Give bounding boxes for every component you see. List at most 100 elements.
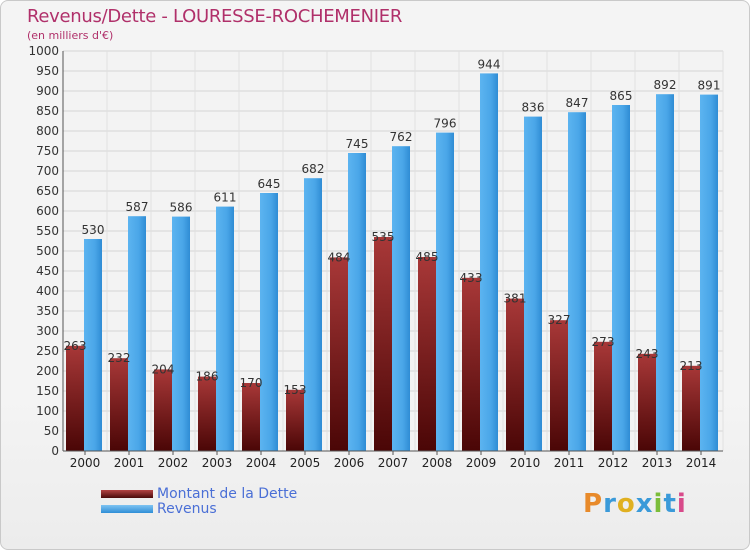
- logo-letter: o: [616, 489, 636, 519]
- bar-revenue: [304, 178, 322, 451]
- bar-revenue: [700, 94, 718, 451]
- bar-debt: [418, 257, 436, 451]
- y-tick-label: 200: [36, 364, 59, 378]
- y-tick-label: 750: [36, 144, 59, 158]
- data-label-revenue: 836: [522, 101, 545, 115]
- y-tick-label: 950: [36, 64, 59, 78]
- data-label-revenue: 530: [82, 223, 105, 237]
- x-tick-label: 2000: [70, 456, 101, 470]
- data-label-debt: 153: [284, 383, 307, 397]
- y-tick-label: 50: [44, 424, 59, 438]
- data-label-revenue: 682: [302, 162, 325, 176]
- bar-debt: [462, 277, 480, 451]
- data-label-debt: 327: [548, 313, 571, 327]
- logo-letter: P: [583, 489, 604, 519]
- bar-debt: [550, 320, 568, 451]
- bar-revenue: [392, 146, 410, 451]
- bar-revenue: [656, 94, 674, 451]
- bar-debt: [198, 376, 216, 451]
- logo-letter: t: [663, 489, 677, 519]
- bar-revenue: [84, 239, 102, 451]
- x-tick-label: 2008: [422, 456, 453, 470]
- y-tick-label: 650: [36, 184, 59, 198]
- data-label-revenue: 586: [170, 201, 193, 215]
- data-label-debt: 535: [372, 230, 395, 244]
- data-label-debt: 381: [504, 292, 527, 306]
- data-label-debt: 232: [108, 351, 131, 365]
- y-tick-label: 300: [36, 324, 59, 338]
- data-label-debt: 213: [680, 359, 703, 373]
- x-tick-label: 2009: [466, 456, 497, 470]
- data-label-debt: 263: [64, 339, 87, 353]
- legend-swatch-revenue: [101, 504, 153, 513]
- legend-item-debt: Montant de la Dette: [101, 485, 298, 502]
- x-tick-label: 2010: [510, 456, 541, 470]
- bar-debt: [242, 383, 260, 451]
- y-tick-label: 350: [36, 304, 59, 318]
- y-tick-label: 100: [36, 404, 59, 418]
- x-tick-label: 2003: [202, 456, 233, 470]
- data-label-debt: 243: [636, 347, 659, 361]
- data-label-debt: 170: [240, 376, 263, 390]
- legend-swatch-debt: [101, 489, 153, 498]
- data-label-revenue: 611: [214, 191, 237, 205]
- bar-revenue: [612, 105, 630, 451]
- legend-label-debt: Montant de la Dette: [157, 485, 298, 502]
- y-tick-label: 450: [36, 264, 59, 278]
- data-label-debt: 204: [152, 362, 175, 376]
- bar-debt: [682, 365, 700, 451]
- bar-revenue: [436, 132, 454, 451]
- y-tick-label: 900: [36, 84, 59, 98]
- x-tick-label: 2001: [114, 456, 145, 470]
- data-label-revenue: 891: [698, 79, 721, 93]
- y-tick-label: 250: [36, 344, 59, 358]
- bar-revenue: [348, 153, 366, 451]
- logo-letter: i: [676, 489, 687, 519]
- x-tick-label: 2013: [642, 456, 673, 470]
- data-label-revenue: 587: [126, 200, 149, 214]
- bar-revenue: [216, 206, 234, 451]
- bar-revenue: [128, 216, 146, 451]
- x-tick-label: 2005: [290, 456, 321, 470]
- data-label-debt: 186: [196, 370, 219, 384]
- x-tick-label: 2012: [598, 456, 629, 470]
- x-tick-label: 2002: [158, 456, 189, 470]
- x-tick-label: 2011: [554, 456, 585, 470]
- data-label-revenue: 865: [610, 89, 633, 103]
- y-tick-label: 700: [36, 164, 59, 178]
- y-tick-label: 800: [36, 124, 59, 138]
- data-label-debt: 433: [460, 271, 483, 285]
- bar-debt: [374, 237, 392, 451]
- x-tick-label: 2014: [686, 456, 717, 470]
- proxiti-logo: Proxiti: [583, 489, 687, 519]
- bar-debt: [286, 389, 304, 451]
- bar-debt: [154, 369, 172, 451]
- y-tick-label: 1000: [28, 44, 59, 58]
- legend-label-revenue: Revenus: [157, 500, 217, 517]
- y-tick-label: 600: [36, 204, 59, 218]
- chart-title: Revenus/Dette - LOURESSE-ROCHEMENIER: [27, 6, 403, 27]
- legend-item-revenue: Revenus: [101, 500, 297, 517]
- bar-revenue: [260, 193, 278, 451]
- bar-revenue: [172, 216, 190, 451]
- bar-debt: [330, 257, 348, 451]
- bar-debt: [506, 298, 524, 451]
- bar-debt: [638, 353, 656, 451]
- bar-debt: [66, 345, 84, 451]
- data-label-revenue: 944: [478, 57, 501, 71]
- data-label-revenue: 892: [654, 78, 677, 92]
- y-tick-label: 550: [36, 224, 59, 238]
- data-label-revenue: 847: [566, 96, 589, 110]
- data-label-debt: 484: [328, 250, 351, 264]
- chart-subtitle: (en milliers d'€): [27, 29, 114, 42]
- logo-letter: i: [653, 489, 664, 519]
- bar-revenue: [568, 112, 586, 451]
- y-tick-label: 150: [36, 384, 59, 398]
- y-tick-label: 850: [36, 104, 59, 118]
- data-label-revenue: 645: [258, 177, 281, 191]
- bar-debt: [110, 358, 128, 451]
- data-label-debt: 485: [416, 250, 439, 264]
- x-tick-label: 2007: [378, 456, 409, 470]
